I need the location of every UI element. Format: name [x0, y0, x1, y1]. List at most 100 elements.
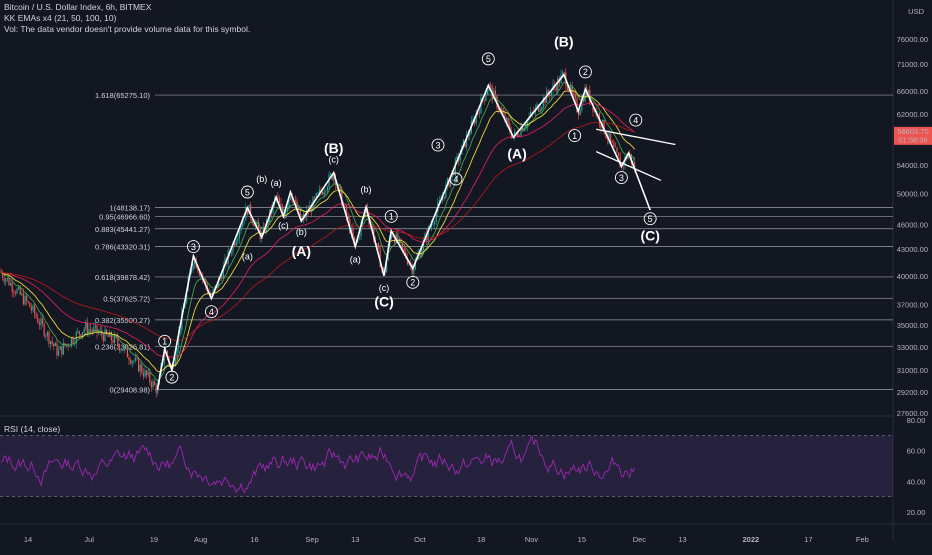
price-tick-label: 43000.00 [897, 245, 928, 254]
wave-circle [204, 305, 218, 319]
countdown-label: 01:58:36 [898, 135, 927, 144]
wave-circle [449, 172, 463, 186]
candle-body [38, 322, 40, 325]
candle-body [378, 243, 380, 249]
fib-level-label: 0.618(39878.42) [95, 273, 151, 282]
wave-label-minor: 4 [209, 307, 214, 317]
fib-level-label: 0.5(37625.72) [103, 294, 150, 303]
wave-label-sub: (a) [271, 178, 282, 188]
candle-body [531, 111, 533, 113]
candle-body [538, 104, 540, 112]
time-tick-label: 18 [477, 535, 485, 544]
candle-body [53, 343, 55, 346]
price-tick-label: 50000.00 [897, 189, 928, 198]
candle-body [610, 133, 612, 141]
wave-label-sub: (c) [328, 154, 339, 164]
candle-body [618, 152, 620, 157]
candle-body [277, 196, 279, 199]
candle-body [83, 328, 85, 333]
candle-body [392, 234, 394, 237]
symbol-title[interactable]: Bitcoin / U.S. Dollar Index, 6h, BITMEX [4, 2, 152, 12]
fib-level-label: 1(48138.17) [110, 203, 151, 212]
wave-label-major: (C) [640, 228, 659, 244]
candle-body [88, 328, 90, 334]
ema-indicator-label[interactable]: KK EMAs x4 (21, 50, 100, 10) [4, 13, 117, 23]
candle-body [197, 267, 199, 272]
candle-body [62, 343, 64, 355]
wave-circle [481, 52, 495, 66]
candle-body [10, 282, 12, 286]
candle-body [338, 184, 340, 186]
price-tick-label: 76000.00 [897, 35, 928, 44]
candle-body [125, 346, 127, 348]
wave-circle [431, 138, 445, 152]
candle-body [526, 119, 528, 127]
wave-label-minor: 5 [648, 214, 653, 224]
candle-body [21, 293, 23, 295]
fib-level-label: 0.95(46966.60) [99, 213, 150, 222]
candle-body [91, 330, 93, 332]
candle-body [541, 107, 543, 110]
candle-body [634, 162, 636, 171]
candle-body [139, 364, 141, 372]
candle-body [442, 196, 444, 201]
candle-body [318, 189, 320, 193]
rsi-label[interactable]: RSI (14, close) [4, 424, 61, 434]
price-tick-label: 40000.00 [897, 272, 928, 281]
candle-body [80, 334, 82, 337]
candle-body [102, 335, 104, 342]
candle-body [341, 188, 343, 207]
candle-body [19, 286, 21, 295]
candle-body [246, 207, 248, 215]
candle-body [24, 295, 26, 305]
candle-body [456, 156, 458, 160]
candle-body [240, 227, 242, 232]
candle-body [584, 87, 586, 102]
candle-body [98, 332, 100, 334]
candle-body [480, 98, 482, 114]
wave-label-minor: 3 [191, 242, 196, 252]
candle-body [94, 325, 96, 328]
rsi-tick-label: 40.00 [907, 477, 926, 486]
candle-body [109, 332, 111, 337]
candle-body [192, 264, 194, 271]
candle-body [224, 258, 226, 266]
candle-body [525, 126, 527, 129]
time-tick-label: 14 [24, 535, 32, 544]
candle-body [622, 164, 624, 166]
candle-body [331, 173, 333, 180]
candle-body [26, 295, 28, 302]
candle-body [325, 190, 327, 192]
candle-body [294, 200, 296, 202]
time-tick-label: 13 [678, 535, 686, 544]
candle-body [61, 346, 63, 355]
candle-body [408, 263, 410, 265]
currency-label: USD [908, 7, 924, 16]
candle-body [530, 111, 532, 117]
candle-body [186, 290, 188, 304]
trend-line [595, 151, 662, 182]
candle-body [77, 331, 79, 333]
rsi-line [0, 435, 636, 494]
candle-body [250, 204, 252, 218]
candle-body [27, 301, 29, 303]
candle-body [235, 241, 237, 246]
candle-body [466, 134, 468, 148]
candle-body [406, 258, 408, 265]
rsi-tick-label: 80.00 [907, 416, 926, 425]
wave-label-minor: 1 [389, 212, 394, 222]
candle-body [315, 193, 317, 198]
rsi-tick-label: 20.00 [907, 508, 926, 517]
price-tick-label: 71000.00 [897, 60, 928, 69]
candle-body [579, 110, 581, 116]
fib-level-label: 0.236(33026.81) [95, 343, 151, 352]
candle-body [144, 370, 146, 377]
candle-body [515, 131, 517, 133]
candle-body [152, 381, 154, 388]
candle-body [398, 238, 400, 243]
candle-body [299, 208, 301, 219]
candle-body [317, 192, 319, 194]
candle-body [40, 318, 42, 325]
